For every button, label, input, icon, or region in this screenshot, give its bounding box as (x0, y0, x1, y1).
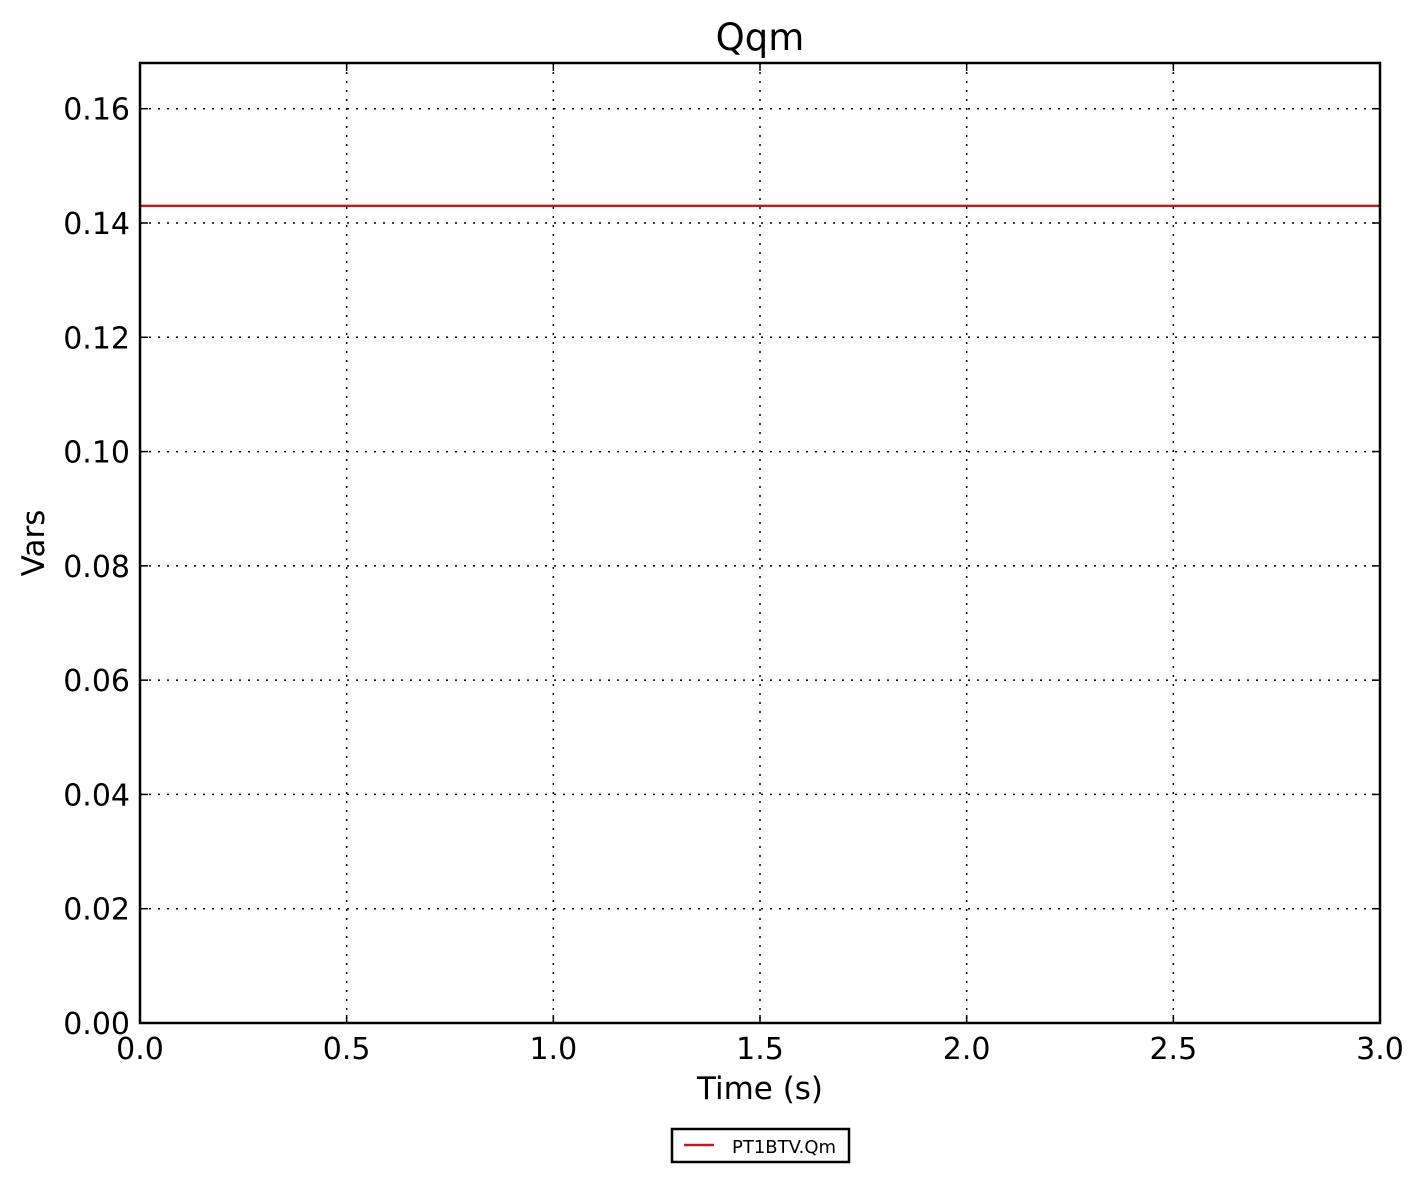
y-tick-label: 0.10 (63, 436, 130, 471)
y-tick-label: 0.08 (63, 550, 130, 585)
legend: PT1BTV.Qm (670, 1127, 851, 1164)
x-tick-label: 3.0 (1356, 1032, 1404, 1067)
x-tick-label: 1.0 (529, 1032, 577, 1067)
x-tick-label: 0.5 (323, 1032, 371, 1067)
y-tick-label: 0.02 (63, 893, 130, 928)
plot-frame (138, 61, 1382, 1025)
y-tick-label: 0.12 (63, 321, 130, 356)
ticks: 0.0 0.5 1.0 1.5 2.0 2.5 3.0 0.00 0.02 0.04 0.06 0.0… (63, 63, 1404, 1067)
x-tick-label: 2.5 (1149, 1032, 1197, 1067)
y-tick-label: 0.06 (63, 664, 130, 699)
x-axis-label: Time (s) (696, 1071, 823, 1107)
x-tick-label: 1.5 (736, 1032, 784, 1067)
y-tick-label: 0.04 (63, 778, 130, 813)
legend-label: PT1BTV.Qm (732, 1137, 836, 1158)
chart-title: Qqm (716, 16, 805, 59)
y-tick-label: 0.16 (63, 93, 130, 128)
y-axis-label: Vars (16, 510, 52, 577)
x-tick-label: 0.0 (116, 1032, 164, 1067)
x-tick-label: 2.0 (943, 1032, 991, 1067)
y-tick-label: 0.00 (63, 1007, 130, 1042)
y-tick-label: 0.14 (63, 207, 130, 242)
